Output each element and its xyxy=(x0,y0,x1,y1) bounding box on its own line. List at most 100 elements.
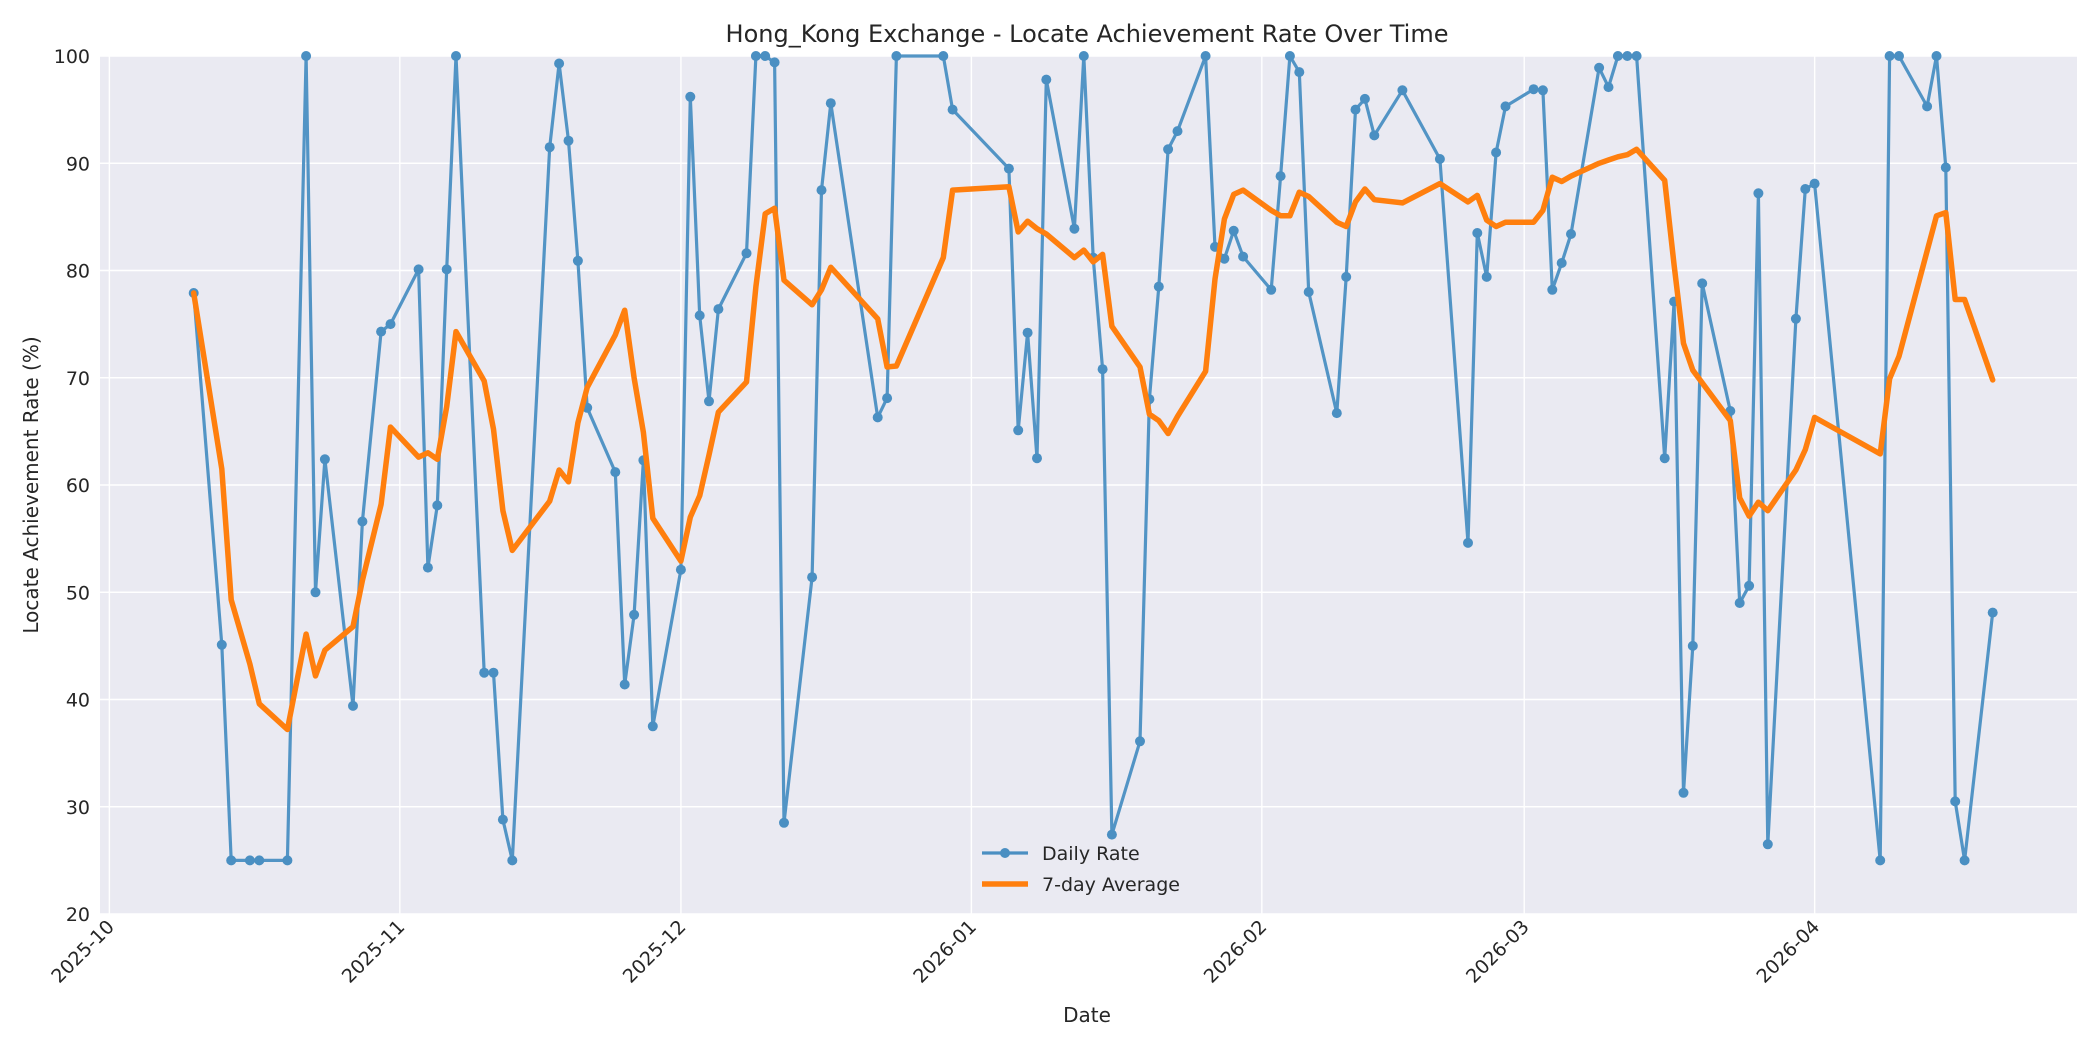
data-point xyxy=(451,51,461,61)
data-point xyxy=(1612,51,1623,61)
legend-item: 7-day Average xyxy=(982,874,1180,896)
data-point xyxy=(1153,281,1164,292)
data-point xyxy=(1659,453,1670,464)
y-tick-label: 80 xyxy=(66,261,90,283)
data-point xyxy=(779,817,789,828)
data-point xyxy=(376,326,387,337)
data-point xyxy=(1013,425,1024,436)
y-axis: 20 30 40 50 60 70 80 90 100 xyxy=(54,46,90,926)
data-point xyxy=(348,700,358,711)
data-point xyxy=(807,572,818,583)
data-point xyxy=(1172,126,1183,137)
x-tick-label: 2025-11 xyxy=(338,916,410,988)
data-point xyxy=(619,679,630,690)
data-point xyxy=(310,587,321,598)
data-point xyxy=(741,248,752,259)
x-tick-label: 2026-04 xyxy=(1752,916,1824,988)
data-point xyxy=(244,855,255,866)
legend: Daily Rate 7-day Average xyxy=(982,843,1180,896)
data-point xyxy=(1275,171,1286,182)
data-point xyxy=(872,412,883,423)
legend-label: Daily Rate xyxy=(1042,843,1140,865)
data-point xyxy=(1397,85,1408,96)
data-point xyxy=(1528,84,1539,95)
data-point xyxy=(1875,855,1886,866)
grid-lines xyxy=(100,55,2077,915)
data-point xyxy=(1959,855,1970,866)
data-point xyxy=(1537,85,1548,96)
y-tick-label: 30 xyxy=(66,797,90,819)
data-point xyxy=(610,467,621,478)
y-axis-label: Locate Achievement Rate (%) xyxy=(19,336,43,633)
data-point xyxy=(1228,225,1239,236)
data-point xyxy=(1369,130,1380,141)
data-point xyxy=(554,58,565,69)
data-point xyxy=(1341,271,1352,282)
y-tick-label: 50 xyxy=(66,582,90,604)
data-point xyxy=(507,855,518,866)
data-point xyxy=(1547,284,1558,295)
x-tick-label: 2026-02 xyxy=(1200,916,1272,988)
legend-label: 7-day Average xyxy=(1042,874,1180,896)
data-point xyxy=(1078,51,1089,61)
data-point xyxy=(497,814,508,825)
data-point xyxy=(629,609,640,620)
x-tick-label: 2026-03 xyxy=(1462,916,1534,988)
legend-marker xyxy=(1000,848,1010,858)
data-point xyxy=(1884,51,1895,61)
data-point xyxy=(1303,287,1314,297)
data-point xyxy=(1350,104,1361,115)
x-axis-label: Date xyxy=(1063,1003,1111,1027)
y-tick-label: 20 xyxy=(66,904,90,926)
data-point xyxy=(1603,82,1614,93)
data-point xyxy=(947,104,958,115)
data-point xyxy=(1940,162,1951,173)
data-point xyxy=(1097,364,1108,375)
data-point xyxy=(254,855,265,866)
data-point xyxy=(1556,258,1567,268)
y-tick-label: 90 xyxy=(66,153,90,175)
data-point xyxy=(1744,580,1755,591)
x-axis: 2025-10 2025-11 2025-12 2026-01 2026-02 2026-… xyxy=(47,916,1824,988)
data-point xyxy=(563,135,574,146)
data-point xyxy=(1238,251,1249,262)
data-point xyxy=(301,51,312,61)
data-point xyxy=(1434,154,1445,164)
data-point xyxy=(1800,184,1811,194)
data-point xyxy=(319,454,330,465)
data-point xyxy=(1069,223,1080,234)
data-point xyxy=(1491,147,1502,158)
data-point xyxy=(938,51,949,61)
data-point xyxy=(572,255,583,266)
data-point xyxy=(1472,228,1483,238)
data-point xyxy=(891,51,902,61)
data-point xyxy=(1950,796,1961,807)
data-point xyxy=(713,304,724,315)
data-point xyxy=(1631,51,1642,61)
data-point xyxy=(479,667,490,678)
data-point xyxy=(1022,327,1033,338)
data-point xyxy=(1200,51,1211,61)
data-point xyxy=(1032,453,1042,464)
data-point xyxy=(1894,51,1904,61)
data-point xyxy=(694,310,705,321)
data-point xyxy=(1790,313,1801,324)
data-point xyxy=(1331,408,1342,419)
data-point xyxy=(1463,537,1473,548)
x-tick-label: 2025-12 xyxy=(619,916,691,988)
data-point xyxy=(1219,253,1230,264)
data-point xyxy=(675,564,686,575)
data-point xyxy=(1284,51,1295,61)
data-point xyxy=(1697,278,1708,289)
legend-item: Daily Rate xyxy=(982,843,1140,865)
data-point xyxy=(544,142,555,153)
x-tick-label: 2026-01 xyxy=(909,916,981,988)
data-point xyxy=(1931,51,1942,61)
data-point xyxy=(1594,62,1605,73)
data-point xyxy=(704,396,714,407)
y-tick-label: 70 xyxy=(66,368,90,390)
data-point xyxy=(760,51,771,61)
data-point xyxy=(750,51,761,61)
